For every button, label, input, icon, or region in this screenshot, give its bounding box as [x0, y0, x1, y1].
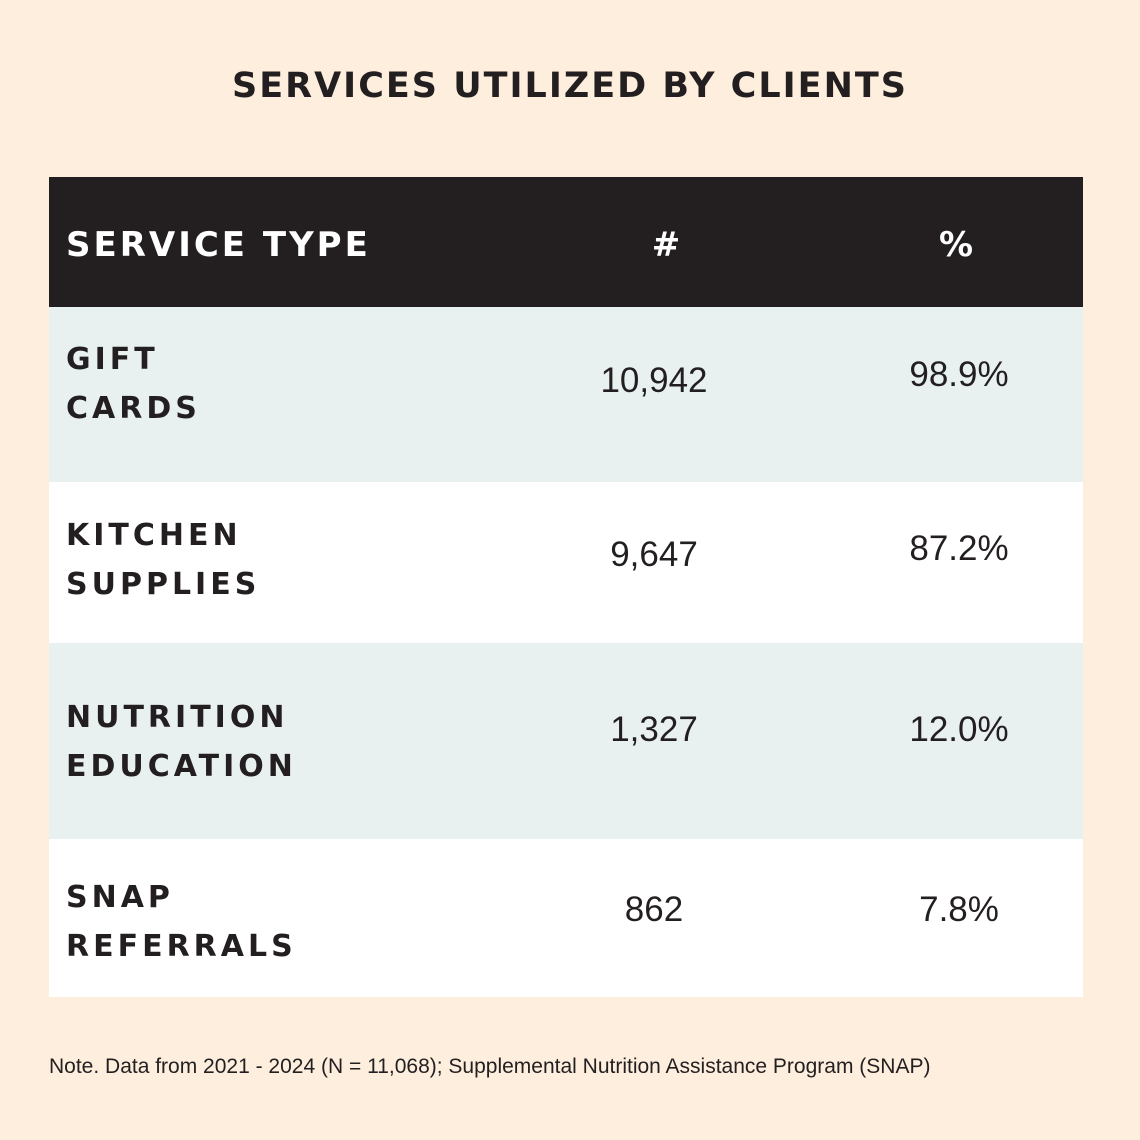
row-percent: 87.2%	[909, 529, 1009, 568]
row-service-line1: SNAP	[66, 880, 174, 915]
row-percent: 12.0%	[909, 710, 1009, 749]
row-percent: 98.9%	[909, 355, 1009, 394]
row-percent: 7.8%	[919, 890, 999, 929]
row-service-line2: REFERRALS	[66, 929, 297, 964]
row-service-label: GIFT CARDS	[66, 335, 406, 433]
row-service-label: SNAP REFERRALS	[66, 873, 406, 971]
table-row: NUTRITION EDUCATION 1,327 12.0%	[49, 643, 1083, 839]
table-header: SERVICE TYPE # %	[49, 177, 1083, 307]
row-service-line2: SUPPLIES	[66, 567, 261, 602]
row-service-line1: GIFT	[66, 342, 159, 377]
table-row: SNAP REFERRALS 862 7.8%	[49, 839, 1083, 997]
header-service-type: SERVICE TYPE	[66, 225, 371, 265]
row-count: 862	[624, 890, 684, 929]
footnote: Note. Data from 2021 - 2024 (N = 11,068)…	[49, 1055, 931, 1078]
table-row: GIFT CARDS 10,942 98.9%	[49, 307, 1083, 482]
row-service-line1: KITCHEN	[66, 518, 242, 553]
row-count: 10,942	[600, 361, 708, 400]
row-service-label: KITCHEN SUPPLIES	[66, 511, 406, 609]
row-service-label: NUTRITION EDUCATION	[66, 693, 406, 791]
header-count: #	[651, 225, 681, 265]
header-percent: %	[938, 225, 974, 265]
row-count: 1,327	[610, 710, 698, 749]
row-service-line2: CARDS	[66, 391, 201, 426]
services-table: SERVICE TYPE # % GIFT CARDS 10,942 98.9%…	[49, 177, 1083, 997]
row-service-line1: NUTRITION	[66, 700, 289, 735]
row-service-line2: EDUCATION	[66, 749, 297, 784]
table-row: KITCHEN SUPPLIES 9,647 87.2%	[49, 482, 1083, 643]
row-count: 9,647	[610, 535, 698, 574]
chart-title: SERVICES UTILIZED BY CLIENTS	[232, 66, 908, 106]
